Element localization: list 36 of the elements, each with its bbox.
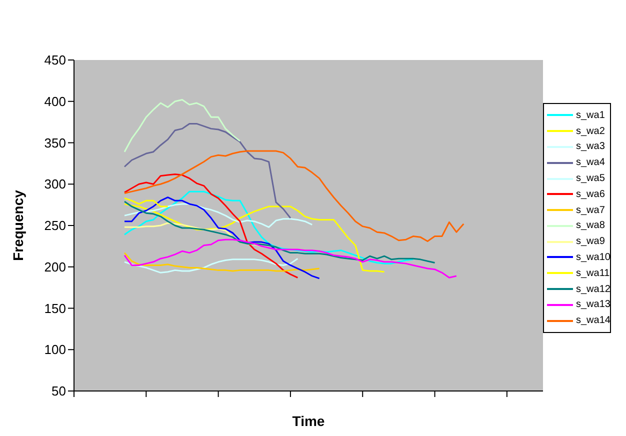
legend-label: s_wa8 [576,220,605,232]
y-tick-label: 300 [44,176,66,192]
legend-label: s_wa9 [576,236,605,248]
y-tick-label: 350 [44,135,66,150]
legend-label: s_wa1 [576,110,605,121]
y-axis-title: Frequency [10,190,26,261]
legend-label: s_wa4 [576,157,605,168]
legend-label: s_wa2 [576,126,605,137]
y-tick-label: 100 [44,342,66,358]
legend-label: s_wa13 [576,299,610,310]
line-series [124,196,320,280]
legend-label: s_wa10 [576,252,610,263]
line-series [124,252,320,272]
x-axis-title: Time [292,413,325,429]
legend-label: s_wa12 [576,284,610,295]
legend-label: s_wa3 [576,141,605,152]
line-series [124,190,414,264]
line-series [124,173,298,278]
line-series [124,200,436,264]
line-series [124,150,464,242]
y-tick-label: 150 [44,300,66,316]
line-series [124,203,313,228]
legend-label: s_wa14 [576,315,610,326]
legend-label: s_wa6 [576,188,605,200]
legend-label: s_wa7 [576,204,605,216]
y-tick-label: 450 [44,52,66,68]
legend-label: s_wa11 [576,268,610,279]
line-series [124,122,292,219]
y-tick-label: 200 [44,259,66,274]
line-series [124,238,458,278]
line-series [124,98,241,153]
line-series [124,258,298,274]
legend-label: s_wa5 [576,173,605,184]
y-tick-label: 250 [44,218,66,234]
y-tick-label: 50 [52,384,66,399]
y-tick-label: 400 [44,94,66,109]
